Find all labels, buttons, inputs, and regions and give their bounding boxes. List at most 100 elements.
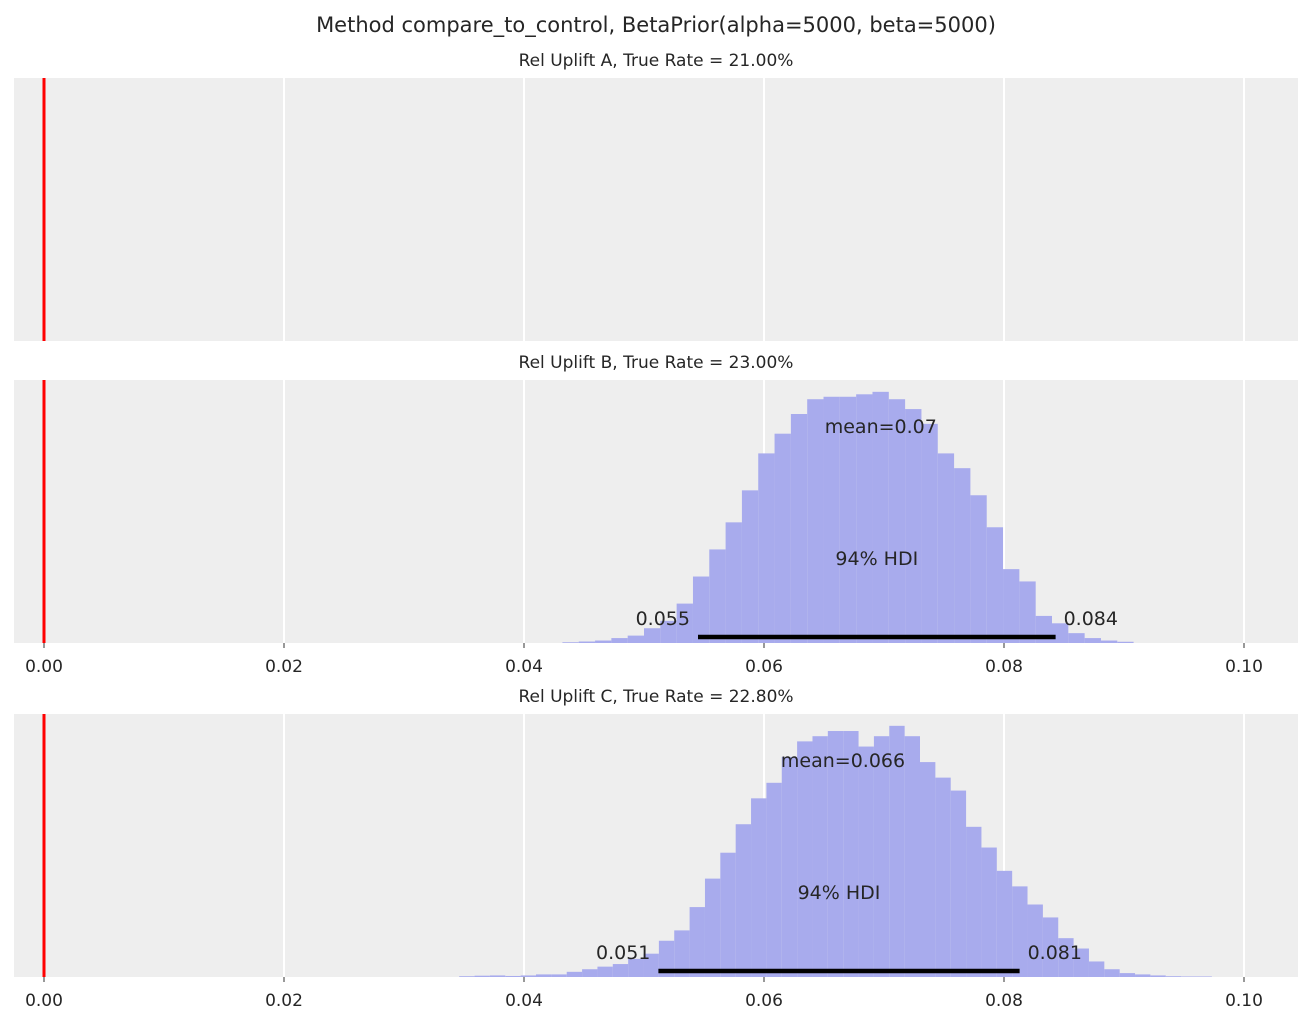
histogram-bar xyxy=(920,762,936,977)
histogram-bar xyxy=(986,527,1004,643)
histogram-bar xyxy=(611,638,628,643)
histogram-bar xyxy=(1042,917,1059,977)
histogram-bar xyxy=(741,490,759,643)
hdi-high-label: 0.081 xyxy=(1028,942,1082,964)
histogram-bar xyxy=(520,975,536,977)
histogram-bar xyxy=(888,399,906,643)
histogram-bar xyxy=(597,966,613,977)
histogram-bar xyxy=(489,975,506,977)
histogram-bar xyxy=(823,396,840,643)
x-tick-label: 0.10 xyxy=(1225,657,1263,677)
histogram-bar xyxy=(856,394,873,643)
histogram-bar xyxy=(873,736,890,977)
x-tick-label: 0.04 xyxy=(505,991,543,1011)
mean-label: mean=0.07 xyxy=(825,416,937,438)
histogram-bar xyxy=(735,824,752,977)
histogram-bar xyxy=(692,576,710,643)
x-tick-label: 0.00 xyxy=(25,657,63,677)
histogram-bar xyxy=(797,741,813,977)
histogram-bar xyxy=(827,731,844,977)
histogram-bar xyxy=(758,453,775,643)
plot-area xyxy=(14,714,1298,977)
x-tick-label: 0.08 xyxy=(985,657,1023,677)
panel-title: Rel Uplift A, True Rate = 21.00% xyxy=(519,51,794,71)
plot-area xyxy=(14,78,1298,341)
histogram-bar xyxy=(1084,638,1101,643)
plot-area xyxy=(14,380,1298,643)
histogram-bar xyxy=(872,391,889,643)
histogram-bar xyxy=(660,620,677,643)
histogram-bar xyxy=(1100,640,1118,643)
x-tick-label: 0.06 xyxy=(745,991,783,1011)
histogram-bar xyxy=(612,964,629,977)
hdi-low-label: 0.051 xyxy=(596,942,650,964)
histogram-bar xyxy=(1068,633,1085,643)
histogram-bar xyxy=(774,433,791,643)
histogram-bar xyxy=(812,736,828,977)
histogram-bar xyxy=(904,736,920,977)
hdi-high-label: 0.084 xyxy=(1064,608,1118,630)
histogram-bar xyxy=(935,777,951,977)
x-tick-label: 0.00 xyxy=(25,991,63,1011)
histogram-bar xyxy=(627,635,644,643)
histogram-bar xyxy=(839,396,857,643)
histogram-bar xyxy=(1117,641,1134,643)
x-tick-label: 0.04 xyxy=(505,657,543,677)
histogram-bar xyxy=(781,756,798,977)
figure-title: Method compare_to_control, BetaPrior(alp… xyxy=(316,13,996,38)
histogram-bar xyxy=(1104,969,1120,977)
histogram-bar xyxy=(1058,938,1074,977)
histogram-bar xyxy=(674,930,690,977)
histogram-bar xyxy=(981,847,997,977)
panel-1: Rel Uplift A, True Rate = 21.00% xyxy=(14,51,1298,341)
hdi-low-label: 0.055 xyxy=(636,608,690,630)
x-tick-label: 0.08 xyxy=(985,991,1023,1011)
histogram-bar xyxy=(459,976,475,977)
histogram-bar xyxy=(566,971,583,977)
x-tick-label: 0.02 xyxy=(265,657,303,677)
histogram-bar xyxy=(1150,975,1166,977)
histogram-bar xyxy=(658,940,675,977)
histogram-bar xyxy=(1012,886,1028,977)
histogram-bar xyxy=(970,495,987,643)
histogram-bar xyxy=(1027,904,1043,977)
histogram-bar xyxy=(562,642,579,643)
histogram-bar xyxy=(954,468,971,643)
histogram-bar xyxy=(709,549,726,643)
histogram-bar xyxy=(1135,974,1151,977)
histogram-bar xyxy=(551,974,567,977)
histogram-bar xyxy=(595,640,612,643)
histogram-bar xyxy=(921,423,938,643)
hdi-label: 94% HDI xyxy=(798,882,881,904)
hdi-label: 94% HDI xyxy=(835,548,918,570)
histogram-bar xyxy=(889,725,905,977)
histogram-bar xyxy=(843,731,859,977)
histogram-bar xyxy=(1196,976,1212,977)
panel-title: Rel Uplift B, True Rate = 23.00% xyxy=(519,353,794,373)
histogram-bar xyxy=(676,603,693,643)
histogram-bar xyxy=(720,852,736,977)
x-tick-label: 0.10 xyxy=(1225,991,1263,1011)
histogram-bar xyxy=(582,969,598,977)
histogram-bar xyxy=(644,628,661,643)
histogram-bar xyxy=(790,413,808,643)
histogram-bar xyxy=(704,878,721,977)
x-tick-label: 0.02 xyxy=(265,991,303,1011)
histogram-bar xyxy=(807,399,824,643)
histogram-bar xyxy=(966,826,982,977)
histogram-bar xyxy=(751,798,767,977)
histogram-bar xyxy=(1165,976,1182,977)
histogram-bar xyxy=(1119,973,1136,977)
histogram-bar xyxy=(858,746,874,977)
histogram-bar xyxy=(996,870,1013,977)
histogram-bar xyxy=(628,958,644,977)
histogram-bar xyxy=(1073,948,1089,977)
histogram-bar xyxy=(474,975,490,977)
histogram-bar xyxy=(1052,623,1069,643)
histogram-bar xyxy=(950,790,967,977)
histogram-bar xyxy=(1181,976,1197,977)
histogram-bar xyxy=(1019,581,1036,643)
panel-2: 0.00 0.02 0.04 0.06 0.08 0.10 0.055 0.084 94% HD… xyxy=(14,353,1298,677)
panel-3: 0.00 0.02 0.04 0.06 0.08 0.10 0.051 0.081 94% HD… xyxy=(14,687,1298,1011)
